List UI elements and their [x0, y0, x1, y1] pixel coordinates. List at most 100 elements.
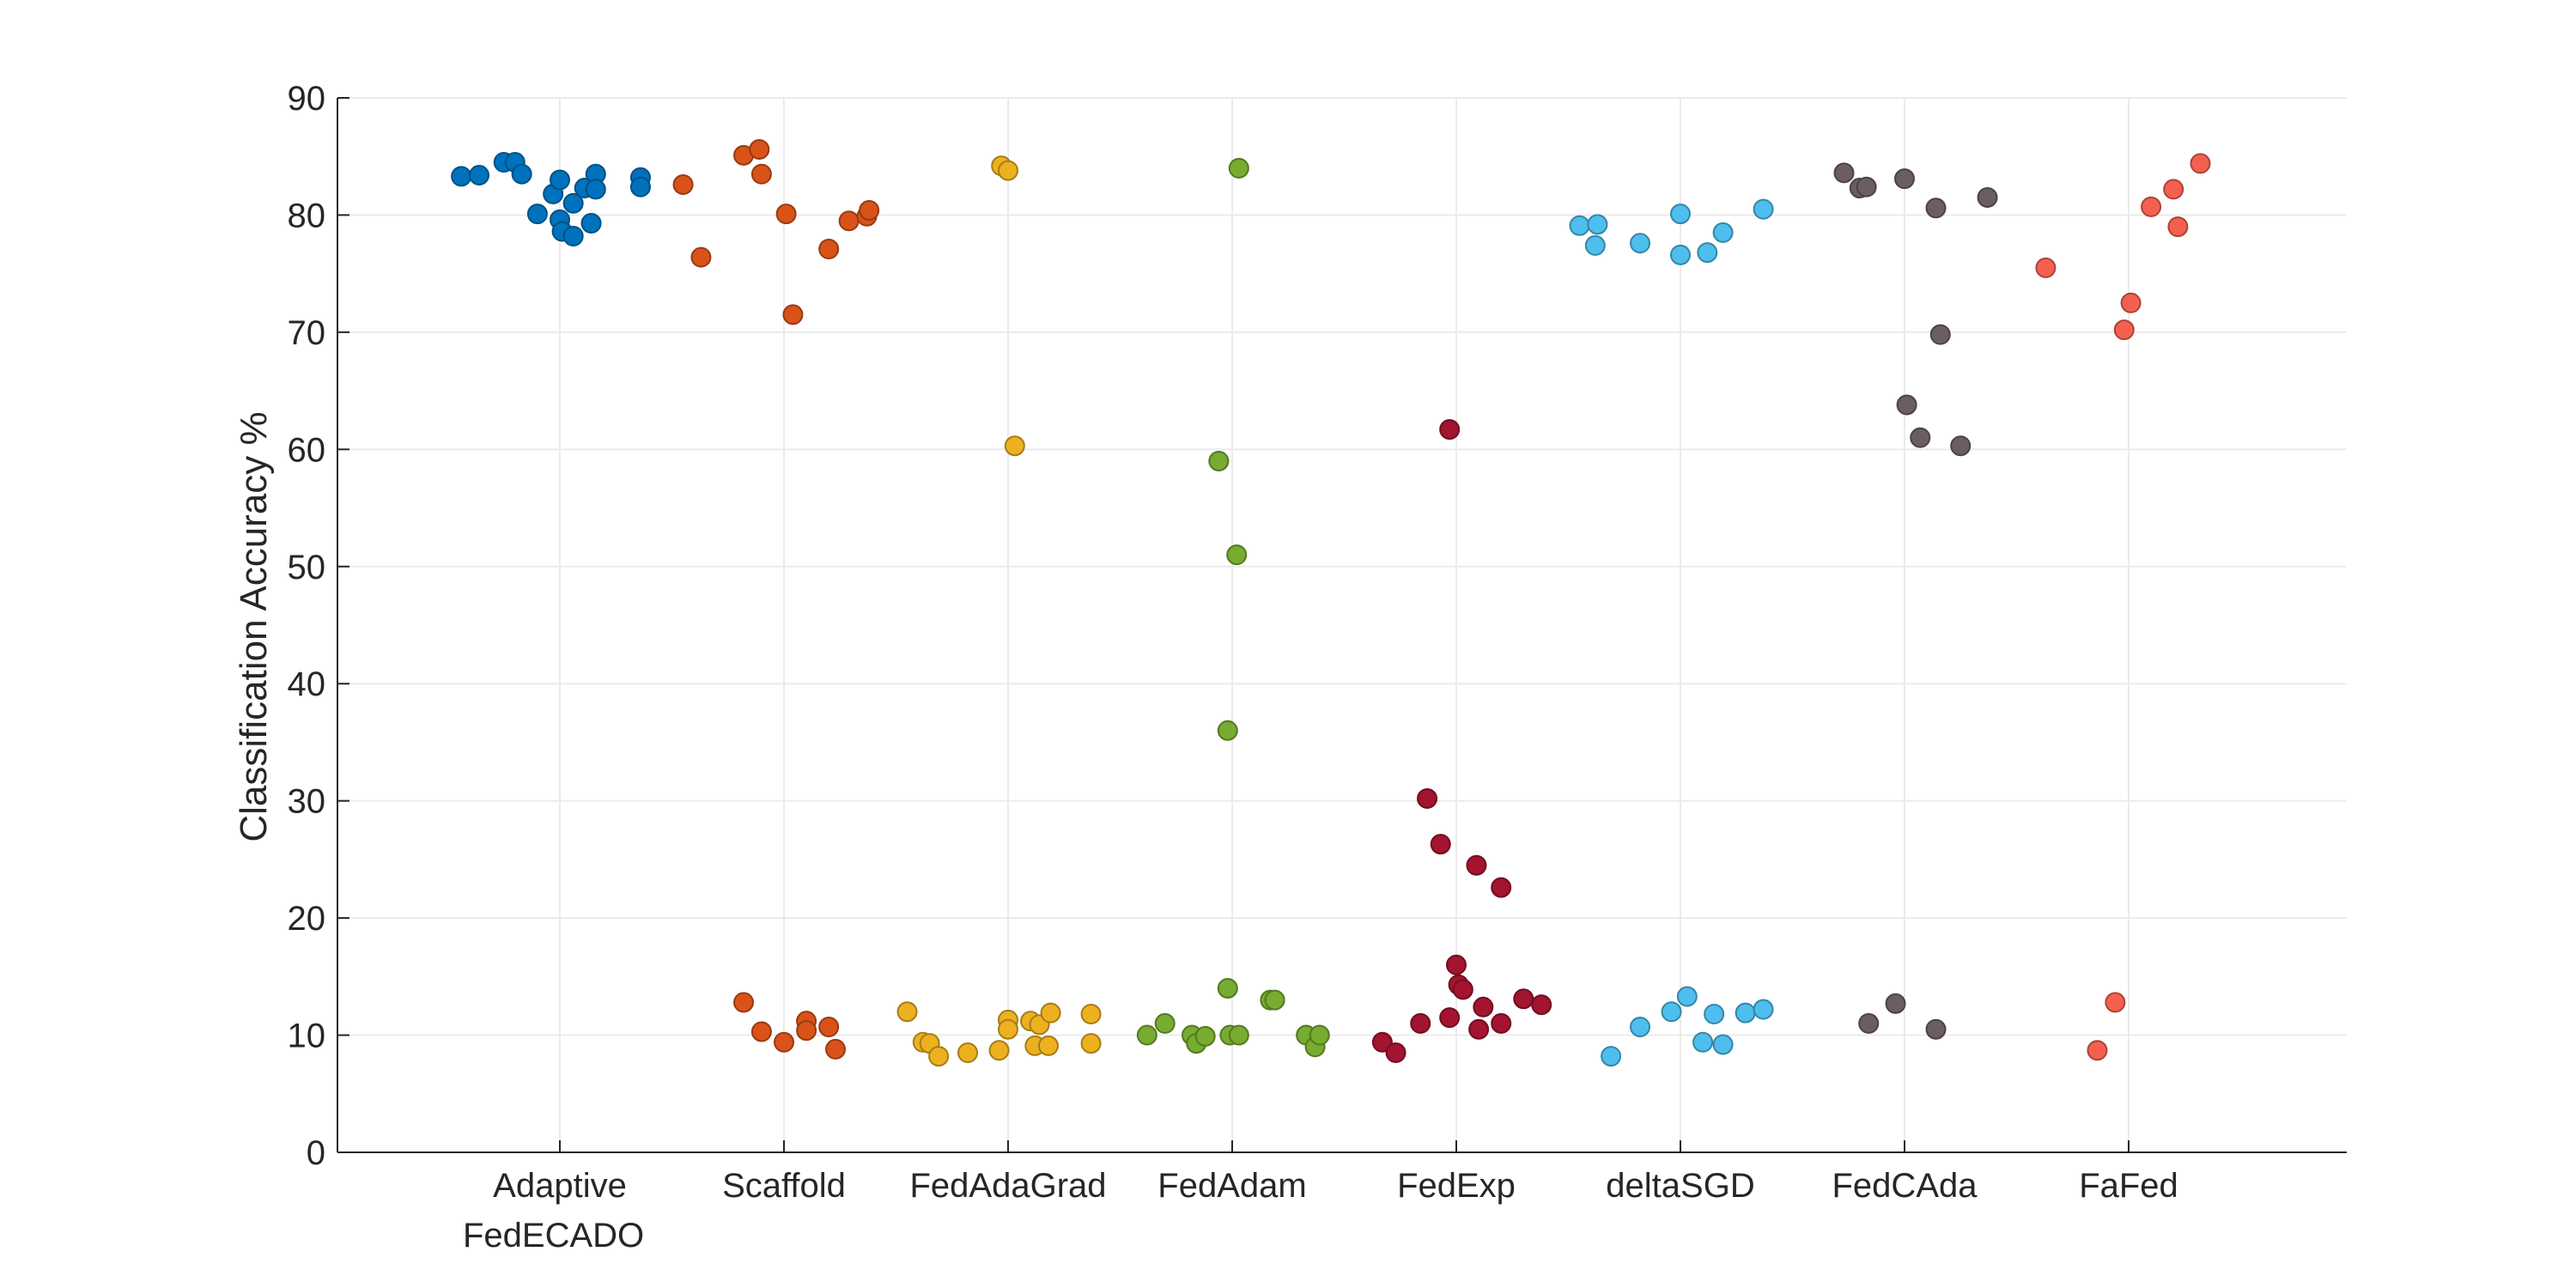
- data-point: [1468, 1018, 1490, 1040]
- data-point: [1929, 324, 1951, 345]
- data-point: [1136, 1024, 1157, 1046]
- data-point: [2167, 216, 2189, 238]
- data-point: [629, 176, 651, 197]
- data-point: [1692, 1031, 1714, 1053]
- x-tick-label: FedAdam: [1157, 1167, 1306, 1205]
- data-point: [1154, 1012, 1176, 1034]
- x-tick-label: deltaSGD: [1606, 1167, 1754, 1205]
- y-tick-label: 30: [288, 783, 326, 821]
- data-point: [1885, 993, 1906, 1014]
- data-point: [1630, 233, 1651, 254]
- series-fedexp: [1371, 419, 1552, 1064]
- y-tick-label: 60: [288, 431, 326, 469]
- data-point: [1491, 877, 1512, 898]
- data-point: [1194, 1025, 1216, 1047]
- data-points: [451, 139, 2211, 1067]
- y-tick-label: 20: [288, 900, 326, 938]
- data-point: [1910, 427, 1931, 448]
- data-point: [1584, 234, 1606, 256]
- data-point: [1004, 435, 1025, 457]
- data-point: [2035, 257, 2057, 278]
- data-point: [1385, 1042, 1406, 1064]
- data-point: [750, 1021, 772, 1042]
- series-fedcada: [1833, 162, 1998, 1040]
- data-point: [1712, 1034, 1734, 1055]
- data-point: [672, 173, 694, 195]
- y-tick-label: 90: [288, 80, 326, 118]
- x-axis-ticks: Adaptive FedECADO Scaffold FedAdaGrad FedAda…: [463, 1140, 2178, 1255]
- data-point: [1040, 1002, 1061, 1024]
- series-fafed: [2035, 153, 2211, 1061]
- data-point: [1858, 1012, 1880, 1034]
- y-axis-label: Classification Accuracy %: [233, 411, 275, 841]
- data-point: [562, 226, 584, 247]
- data-point: [1896, 394, 1917, 416]
- data-point: [750, 163, 772, 185]
- data-point: [1950, 435, 1971, 457]
- data-point: [1228, 1024, 1249, 1046]
- data-point: [1712, 222, 1734, 243]
- series-fedadagrad: [896, 155, 1102, 1067]
- data-point: [1466, 854, 1487, 876]
- data-point: [585, 179, 606, 200]
- data-point: [998, 1018, 1018, 1040]
- series-deltasgd: [1569, 198, 1774, 1067]
- data-point: [1491, 1012, 1512, 1034]
- y-tick-label: 50: [288, 549, 326, 586]
- y-tick-label: 10: [288, 1018, 326, 1055]
- data-point: [1676, 986, 1698, 1007]
- data-point: [1217, 720, 1238, 741]
- data-point: [1226, 544, 1248, 566]
- data-point: [451, 166, 472, 187]
- data-point: [1697, 242, 1718, 264]
- data-point: [1439, 1007, 1461, 1029]
- grid: [337, 97, 2347, 1153]
- data-point: [1228, 157, 1249, 179]
- data-point: [1309, 1024, 1330, 1046]
- data-point: [469, 165, 490, 186]
- data-point: [1080, 1033, 1102, 1054]
- data-point: [1080, 1003, 1102, 1024]
- data-point: [562, 192, 584, 214]
- data-point: [1217, 977, 1238, 999]
- data-point: [1513, 988, 1534, 1010]
- data-point: [1833, 162, 1855, 184]
- data-point: [2141, 196, 2162, 217]
- data-point: [1417, 787, 1438, 809]
- data-point: [511, 163, 532, 185]
- data-point: [580, 212, 602, 234]
- data-point: [1753, 999, 1774, 1020]
- data-point: [1452, 979, 1473, 1000]
- data-point: [2120, 292, 2142, 313]
- series-scaffold: [672, 139, 880, 1060]
- data-point: [1473, 996, 1494, 1018]
- series-fedadam: [1136, 157, 1330, 1058]
- data-point: [1264, 989, 1285, 1011]
- data-point: [1735, 1002, 1756, 1024]
- data-point: [1925, 197, 1947, 219]
- data-point: [859, 199, 880, 221]
- y-axis-ticks: 0 10 20 30 40 50 60 70 80 90: [288, 80, 349, 1172]
- data-point: [1037, 1035, 1059, 1056]
- data-point: [818, 1017, 840, 1038]
- data-point: [2105, 992, 2126, 1013]
- y-tick-label: 70: [288, 314, 326, 352]
- data-point: [2087, 1040, 2108, 1061]
- y-tick-label: 40: [288, 665, 326, 703]
- data-point: [1439, 419, 1461, 440]
- data-point: [1601, 1046, 1622, 1067]
- data-point: [1670, 244, 1691, 265]
- x-tick-label: FedExp: [1397, 1167, 1516, 1205]
- data-point: [1587, 214, 1608, 235]
- data-point: [690, 246, 712, 268]
- data-point: [2113, 319, 2135, 341]
- y-tick-label: 0: [307, 1134, 325, 1172]
- axes: [337, 98, 2347, 1153]
- data-point: [928, 1046, 950, 1067]
- data-point: [782, 304, 804, 325]
- data-point: [1410, 1012, 1431, 1034]
- x-tick-label: Adaptive: [493, 1167, 627, 1205]
- data-point: [818, 239, 840, 260]
- data-point: [1925, 1018, 1947, 1040]
